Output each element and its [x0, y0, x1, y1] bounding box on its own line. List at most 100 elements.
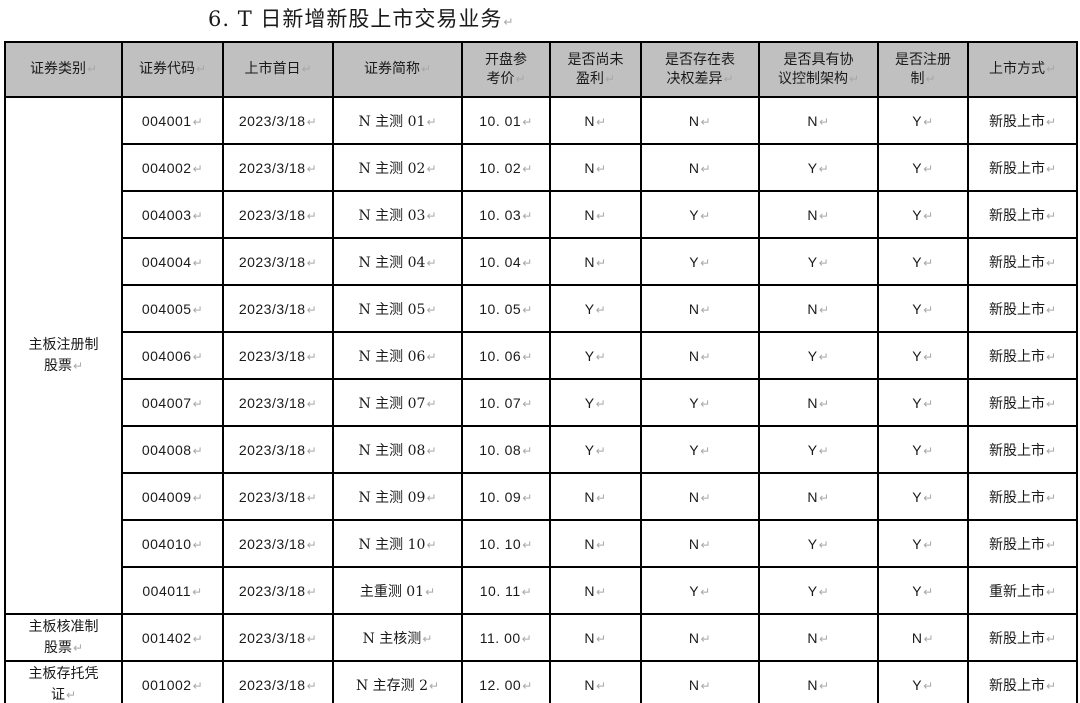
cell-security-code: 004006↵ — [121, 331, 224, 380]
column-header-text: 是否尚未 盈利 — [567, 51, 624, 87]
eol-mark: ↵ — [819, 114, 830, 129]
eol-mark: ↵ — [426, 114, 437, 129]
eol-mark: ↵ — [306, 396, 318, 411]
eol-mark: ↵ — [1045, 631, 1057, 646]
cell-opening-ref-price-text: 10. 08 — [479, 441, 522, 458]
cell-short-name: N 主测 01↵ — [332, 96, 463, 145]
eol-mark: ↵ — [819, 631, 830, 646]
cell-listing-date-text: 2023/3/18 — [238, 206, 306, 223]
cell-listing-date: 2023/3/18↵ — [222, 190, 334, 239]
cell-listing-method: 新股上市↵ — [967, 96, 1078, 145]
cell-unprofitable-flag-text: Y — [584, 347, 595, 364]
cell-vie-structure-flag: N↵ — [758, 378, 879, 427]
cell-vie-structure-flag-text: N — [807, 206, 819, 223]
eol-mark: ↵ — [819, 396, 830, 411]
cell-listing-method-text: 新股上市 — [988, 489, 1045, 506]
cell-registration-flag-text: Y — [912, 159, 923, 176]
eol-mark: ↵ — [819, 490, 830, 505]
cell-opening-ref-price: 10. 05↵ — [461, 284, 551, 333]
column-header: 证券代码↵ — [121, 41, 224, 98]
cell-voting-rights-diff-flag: Y↵ — [640, 237, 760, 286]
cell-short-name-text: N 主核测 — [362, 630, 422, 647]
cell-registration-flag-text: Y — [912, 300, 923, 317]
cell-security-code-text: 004007 — [141, 394, 192, 411]
cell-short-name: N 主测 05↵ — [332, 284, 463, 333]
cell-voting-rights-diff-flag: N↵ — [640, 331, 760, 380]
category-cell: 主板存托凭 证↵ — [4, 660, 123, 703]
cell-vie-structure-flag: N↵ — [758, 613, 879, 662]
cell-listing-method-text: 新股上市 — [988, 442, 1045, 459]
eol-mark: ↵ — [700, 396, 711, 411]
cell-security-code-text: 004010 — [141, 535, 192, 552]
eol-mark: ↵ — [306, 302, 318, 317]
eol-mark: ↵ — [819, 678, 830, 693]
cell-security-code-text: 004009 — [141, 488, 192, 505]
cell-listing-method-text: 新股上市 — [988, 348, 1045, 365]
eol-mark: ↵ — [192, 678, 204, 693]
table-row: 主板注册制 股票↵ 004001↵ 2023/3/18↵ N 主测 01↵ 10. 01… — [4, 96, 1078, 615]
eol-mark: ↵ — [426, 349, 437, 364]
cell-registration-flag: N↵ — [877, 613, 969, 662]
eol-mark: ↵ — [420, 62, 432, 76]
eol-mark: ↵ — [426, 302, 437, 317]
eol-mark: ↵ — [923, 678, 934, 693]
section-title: 6. T 日新增新股上市交易业务↵ — [208, 7, 1080, 34]
cell-short-name: N 主测 08↵ — [332, 425, 463, 474]
header-row: 证券类别↵ 证券代码↵ 上市首日↵ 证券简称↵ 开盘参 考价↵ 是否尚未 盈利↵ 是否存在表… — [4, 41, 1078, 98]
cell-unprofitable-flag: N↵ — [549, 472, 642, 521]
cell-voting-rights-diff-flag-text: Y — [689, 206, 700, 223]
eol-mark: ↵ — [429, 678, 440, 693]
cell-unprofitable-flag: N↵ — [549, 566, 642, 615]
cell-listing-date: 2023/3/18↵ — [222, 613, 334, 662]
eol-mark: ↵ — [700, 631, 712, 646]
cell-unprofitable-flag: Y↵ — [549, 284, 642, 333]
eol-mark: ↵ — [306, 631, 318, 646]
cell-registration-flag-text: Y — [912, 394, 923, 411]
cell-listing-method: 新股上市↵ — [967, 143, 1078, 192]
eol-mark: ↵ — [923, 490, 934, 505]
cell-registration-flag: Y↵ — [877, 284, 969, 333]
cell-security-code: 004007↵ — [121, 378, 224, 427]
cell-vie-structure-flag-text: Y — [807, 347, 818, 364]
eol-mark: ↵ — [700, 349, 712, 364]
eol-mark: ↵ — [819, 302, 830, 317]
cell-listing-date: 2023/3/18↵ — [222, 331, 334, 380]
eol-mark: ↵ — [426, 208, 437, 223]
cell-opening-ref-price-text: 10. 01 — [479, 112, 522, 129]
cell-voting-rights-diff-flag: N↵ — [640, 143, 760, 192]
column-header-text: 证券类别 — [29, 61, 86, 77]
cell-vie-structure-flag-text: N — [807, 629, 819, 646]
cell-vie-structure-flag-text: Y — [807, 535, 818, 552]
cell-voting-rights-diff-flag-text: Y — [689, 582, 700, 599]
eol-mark: ↵ — [522, 396, 533, 411]
cell-unprofitable-flag-text: N — [584, 253, 596, 270]
cell-unprofitable-flag: N↵ — [549, 96, 642, 145]
cell-security-code: 004001↵ — [121, 96, 224, 145]
cell-listing-date-text: 2023/3/18 — [238, 394, 306, 411]
cell-listing-date-text: 2023/3/18 — [238, 112, 306, 129]
cell-security-code-text: 004002 — [141, 159, 192, 176]
eol-mark: ↵ — [192, 161, 204, 176]
table-row: 004004↵ 2023/3/18↵ N 主测 04↵ 10. 04↵ N↵ Y↵ Y↵ Y↵… — [5, 237, 1078, 286]
eol-mark: ↵ — [818, 537, 830, 552]
eol-mark: ↵ — [306, 678, 318, 693]
category-cell: 主板注册制 股票↵ — [4, 96, 123, 615]
cell-listing-method: 新股上市↵ — [967, 472, 1078, 521]
cell-listing-method-text: 重新上市 — [988, 583, 1045, 600]
eol-mark: ↵ — [426, 490, 437, 505]
cell-opening-ref-price: 10. 02↵ — [461, 143, 551, 192]
cell-voting-rights-diff-flag: Y↵ — [640, 190, 760, 239]
cell-listing-method: 新股上市↵ — [967, 613, 1078, 662]
eol-mark: ↵ — [723, 71, 734, 86]
cell-listing-date: 2023/3/18↵ — [222, 660, 334, 703]
column-header: 证券简称↵ — [332, 41, 463, 98]
column-header: 是否存在表 决权差异↵ — [640, 41, 760, 98]
cell-opening-ref-price-text: 11. 00 — [479, 629, 521, 646]
cell-opening-ref-price: 10. 08↵ — [461, 425, 551, 474]
cell-listing-date-text: 2023/3/18 — [238, 676, 306, 693]
table-row: 004002↵ 2023/3/18↵ N 主测 02↵ 10. 02↵ N↵ N↵ Y↵ Y↵… — [5, 143, 1078, 192]
eol-mark: ↵ — [923, 161, 934, 176]
eol-mark: ↵ — [596, 255, 607, 270]
eol-mark: ↵ — [192, 302, 204, 317]
cell-opening-ref-price: 10. 06↵ — [461, 331, 551, 380]
